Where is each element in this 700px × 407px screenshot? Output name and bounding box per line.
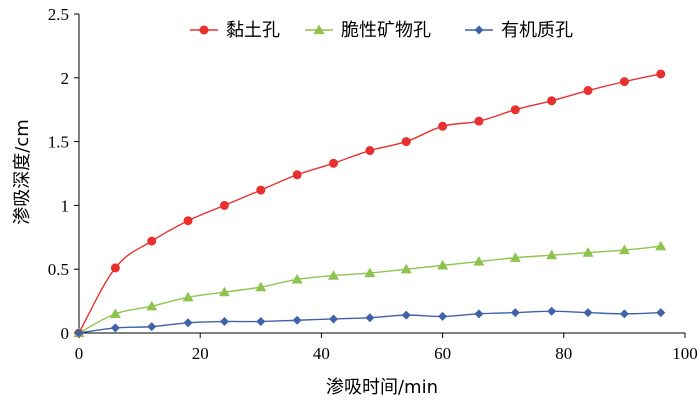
data-point — [292, 315, 302, 325]
tick-labels: 0 20 40 60 80 100 0 0.5 1 1.5 2 2.5 — [48, 5, 698, 363]
data-point — [510, 308, 520, 318]
y-tick-label: 1 — [61, 196, 70, 215]
data-point — [292, 170, 302, 180]
data-point — [619, 77, 629, 87]
data-point — [618, 244, 630, 255]
y-tick-label: 2.5 — [48, 5, 69, 24]
y-tick-label: 2 — [61, 69, 70, 88]
data-point — [582, 247, 594, 257]
data-point — [509, 252, 521, 262]
data-point — [219, 200, 229, 210]
data-point — [401, 310, 411, 320]
data-point — [474, 116, 484, 126]
series-1 — [74, 69, 666, 338]
y-axis-title: 渗吸深度/cm — [12, 119, 33, 225]
x-tick-label: 20 — [192, 344, 209, 363]
data-point — [400, 263, 412, 274]
x-tick-label: 80 — [555, 344, 572, 363]
data-point — [437, 259, 449, 270]
data-point — [583, 86, 593, 96]
series-line — [78, 73, 661, 334]
data-point — [329, 314, 339, 324]
data-point — [438, 121, 448, 131]
legend: 黏土孔 脆性矿物孔 有机质孔 — [190, 20, 573, 41]
data-point — [183, 318, 193, 328]
data-point — [74, 328, 84, 338]
x-axis-title: 渗吸时间/min — [326, 377, 438, 398]
data-point — [438, 311, 448, 321]
data-point — [218, 286, 230, 297]
data-point — [110, 263, 120, 273]
data-point — [147, 322, 157, 332]
data-point — [547, 96, 557, 106]
data-point — [291, 273, 303, 284]
data-point — [655, 240, 667, 251]
data-point — [219, 317, 229, 327]
data-point — [255, 281, 267, 292]
data-point — [656, 308, 666, 318]
series-3 — [74, 306, 666, 338]
legend-item: 黏土孔 — [190, 20, 280, 41]
series-2 — [73, 240, 667, 338]
x-tick-label: 100 — [672, 344, 698, 363]
legend-marker — [199, 25, 209, 35]
data-point — [146, 300, 158, 311]
data-point — [329, 158, 339, 168]
x-tick-label: 0 — [75, 344, 84, 363]
legend-label: 脆性矿物孔 — [341, 20, 431, 41]
data-point — [110, 323, 120, 333]
legend-item: 脆性矿物孔 — [305, 20, 431, 41]
legend-label: 黏土孔 — [226, 20, 280, 41]
y-tick-label: 0.5 — [48, 260, 69, 279]
legend-marker — [474, 25, 484, 35]
data-point — [474, 309, 484, 319]
data-point — [546, 249, 558, 260]
series-layer — [73, 69, 667, 338]
data-point — [364, 267, 376, 278]
y-tick-label: 0 — [61, 324, 70, 343]
data-point — [328, 270, 340, 280]
data-point — [109, 308, 121, 318]
data-point — [182, 291, 194, 302]
data-point — [619, 309, 629, 319]
legend-marker — [313, 24, 325, 35]
data-point — [147, 236, 157, 246]
legend-label: 有机质孔 — [501, 20, 573, 41]
data-point — [547, 306, 557, 316]
y-tick-label: 1.5 — [48, 133, 69, 152]
data-point — [473, 256, 485, 266]
data-point — [256, 185, 266, 195]
axes — [74, 13, 686, 338]
data-point — [583, 308, 593, 318]
data-point — [656, 69, 666, 79]
legend-item: 有机质孔 — [465, 20, 573, 41]
data-point — [365, 313, 375, 323]
x-tick-label: 60 — [434, 344, 451, 363]
data-point — [256, 317, 266, 327]
data-point — [183, 216, 193, 226]
data-point — [365, 146, 375, 156]
data-point — [510, 105, 520, 115]
x-tick-label: 40 — [313, 344, 330, 363]
data-point — [401, 137, 411, 147]
